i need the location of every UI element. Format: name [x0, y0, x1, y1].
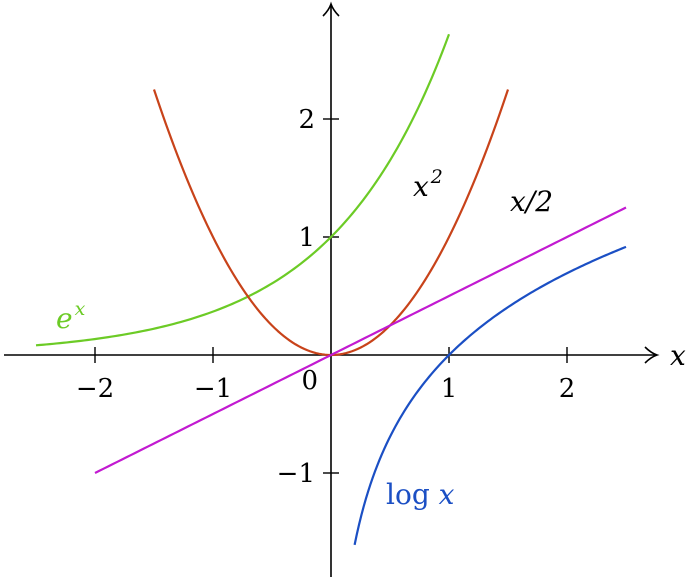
series-line-exp [35, 33, 451, 347]
series-line-log [353, 245, 627, 546]
x-tick-label: 2 [559, 374, 576, 404]
origin-label: 0 [301, 366, 318, 396]
axes [4, 1, 660, 577]
y-axis-arrow [322, 1, 340, 17]
curves [35, 33, 627, 546]
labels: −2 −1 1 2 −1 1 2 0 x e x x 2 x/2 log x [56, 105, 686, 511]
series-label-half: x/2 [510, 185, 553, 218]
y-tick-label: −1 [277, 459, 315, 489]
x-axis-label: x [670, 339, 686, 372]
x-tick-label: −2 [76, 374, 114, 404]
x-tick-label: 1 [441, 374, 458, 404]
x-axis-arrow [644, 346, 660, 364]
y-tick-label: 2 [298, 105, 315, 135]
series-label-log: log x [386, 478, 455, 511]
x-tick-label: −1 [194, 374, 232, 404]
series-line-half [94, 206, 627, 474]
y-tick-label: 1 [298, 223, 315, 253]
